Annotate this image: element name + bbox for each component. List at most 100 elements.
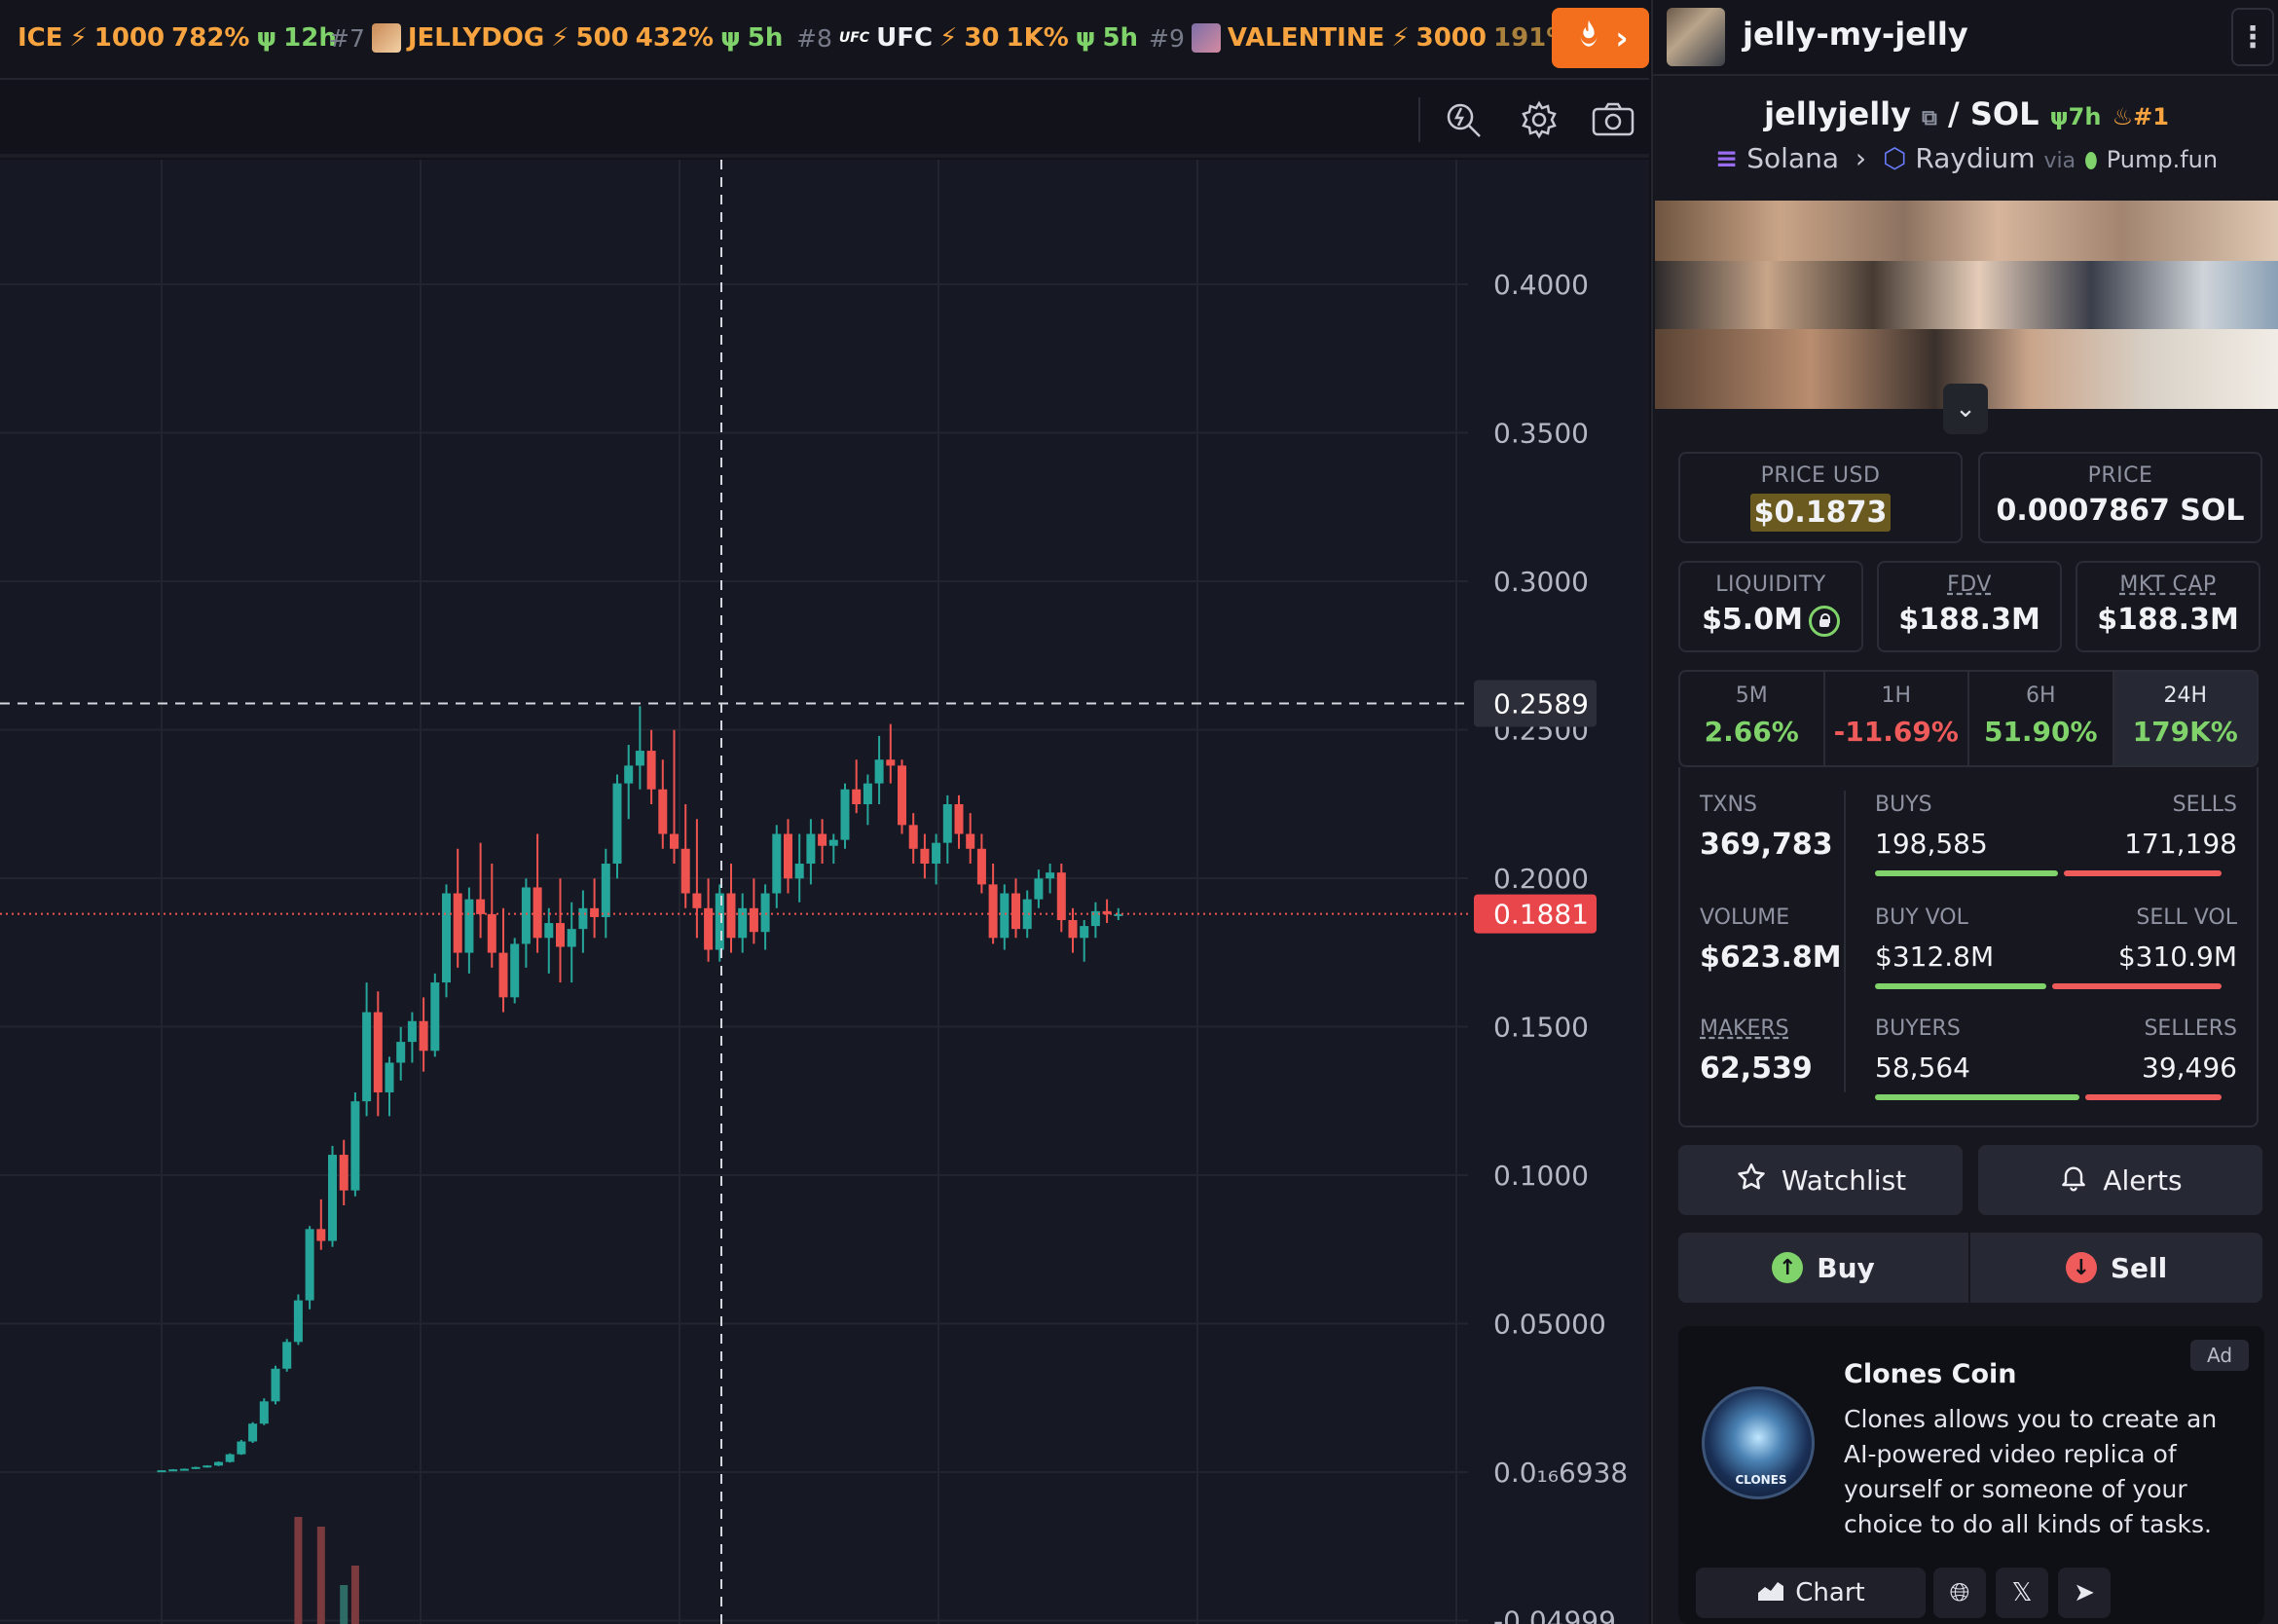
expand-banner-button[interactable]: ⌄ (1943, 384, 1988, 434)
token-avatar (1191, 23, 1221, 53)
market-cap-label[interactable]: MKT CAP (2119, 572, 2217, 597)
globe-icon: 🌐︎ (1949, 1577, 1970, 1607)
token-avatar (371, 23, 401, 53)
price-usd-card: PRICE USD $0.1873 (1678, 452, 1963, 543)
trade-stats: TXNS 369,783 BUYS SELLS 198,585 171,198 … (1678, 767, 2259, 1127)
y-axis-tick-label: 0.4000 (1493, 269, 1589, 301)
ad-title[interactable]: Clones Coin (1844, 1359, 2017, 1389)
timeframe-tabs: 5M 2.66% 1H -11.69% 6H 51.90% 24H 179K% (1678, 670, 2259, 767)
chart-icon (1756, 1577, 1785, 1609)
price-native-value: 0.0007867 SOL (1996, 494, 2245, 528)
candle-body (863, 783, 872, 804)
trending-ticker: ICE ⚡ 1000 782% ψ 12h #7 JELLYDOG ⚡ 500 432… (0, 0, 1649, 80)
tab-1h[interactable]: 1H -11.69% (1825, 672, 1969, 765)
last-price-box (1474, 894, 1597, 934)
candle-body (282, 1342, 292, 1369)
website-button[interactable]: 🌐︎ (1933, 1568, 1986, 1618)
ufc-logo-icon: UFC (838, 30, 870, 46)
ticker-age: 5h (1102, 23, 1139, 53)
volume-value: $623.8M (1700, 941, 1842, 975)
candle-body (760, 893, 770, 933)
candle-body (1034, 878, 1044, 900)
bell-icon (2058, 1161, 2089, 1200)
sponsored-ad[interactable]: Ad CLONES Clones Coin Clones allows you … (1678, 1326, 2264, 1624)
candle-body (738, 907, 748, 939)
token-site-name[interactable]: jelly-my-jelly (1743, 16, 1968, 53)
camera-icon[interactable] (1591, 99, 1635, 140)
ticker-item[interactable]: ICE ⚡ 1000 782% ψ 12h (18, 0, 337, 76)
candle-body (1022, 899, 1032, 930)
candle-body (806, 833, 816, 865)
ad-chart-button[interactable]: Chart (1696, 1568, 1926, 1618)
volume-bar (294, 1517, 303, 1624)
gear-icon[interactable] (1519, 99, 1560, 140)
candlestick-chart[interactable]: 0.40000.35000.30000.25000.20000.15000.10… (0, 160, 1649, 1624)
y-axis-tick-label: 0.1500 (1493, 1012, 1589, 1044)
candle-body (487, 913, 496, 953)
candle-body (385, 1062, 394, 1092)
market-cap-card: MKT CAP $188.3M (2076, 561, 2260, 652)
sellers-ratio-bar (2085, 1094, 2222, 1100)
buy-vol-ratio-bar (1875, 983, 2046, 989)
candle-body (635, 751, 644, 766)
candle-body (328, 1155, 337, 1241)
tab-5m[interactable]: 5M 2.66% (1680, 672, 1825, 765)
buy-vol-label: BUY VOL (1875, 905, 1968, 930)
price-usd-label: PRICE USD (1760, 463, 1881, 488)
buy-button[interactable]: ↑ Buy (1678, 1233, 1968, 1303)
watchlist-button[interactable]: Watchlist (1678, 1145, 1963, 1215)
candle-body (362, 1012, 372, 1102)
candle-body (749, 907, 758, 933)
indicator-icon[interactable] (1443, 99, 1484, 140)
ticker-item[interactable]: #9 VALENTINE ⚡ 3000 191% (1149, 0, 1571, 76)
x-twitter-button[interactable]: 𝕏 (1996, 1568, 2048, 1618)
candle-body (498, 952, 508, 998)
candle-body (1046, 872, 1055, 879)
fdv-label[interactable]: FDV (1947, 572, 1992, 597)
fire-icon: ♨ (2112, 103, 2134, 130)
ticker-boost: 30 (964, 23, 1000, 53)
candle-body (1056, 872, 1066, 921)
price-chart[interactable]: 0.4000 0.3500 0.3000 0.2500 0.2000 0.1500 0.10… (0, 160, 1649, 1624)
pair-title: jellyjelly ⧉ / SOL ψ7h ♨#1 (1653, 95, 2278, 132)
pair-age: 7h (2068, 103, 2102, 130)
tab-24h[interactable]: 24H 179K% (2113, 672, 2257, 765)
telegram-button[interactable]: ➤ (2058, 1568, 2111, 1618)
stats-divider (1844, 791, 1846, 1092)
makers-label[interactable]: MAKERS (1700, 1016, 1789, 1041)
trending-button[interactable]: › (1552, 8, 1649, 68)
candle-body (818, 833, 827, 846)
timeframe-label: 24H (2163, 683, 2208, 708)
dex-name[interactable]: Raydium (1915, 142, 2036, 174)
chain-name[interactable]: Solana (1746, 142, 1840, 174)
sellers-value: 39,496 (2142, 1052, 2237, 1084)
timeframe-change: 51.90% (1983, 716, 2098, 748)
ticker-boost: 1000 (93, 23, 165, 53)
ticker-item[interactable]: #7 JELLYDOG ⚡ 500 432% ψ 5h (329, 0, 783, 76)
candle-body (316, 1229, 326, 1241)
candle-body (157, 1470, 166, 1473)
base-token[interactable]: jellyjelly (1764, 95, 1911, 132)
more-menu-button[interactable]: ⋮ (2231, 8, 2274, 66)
ticker-rank: #7 (329, 23, 365, 53)
candle-body (168, 1469, 178, 1472)
alerts-button[interactable]: Alerts (1978, 1145, 2262, 1215)
lock-icon[interactable] (1808, 605, 1840, 637)
sellers-label: SELLERS (2144, 1016, 2237, 1041)
copy-icon[interactable]: ⧉ (1922, 106, 1937, 130)
tab-6h[interactable]: 6H 51.90% (1969, 672, 2114, 765)
candle-body (852, 789, 862, 804)
bolt-icon: ⚡ (939, 23, 958, 53)
sells-label: SELLS (2172, 793, 2237, 817)
price-usd-value: $0.1873 (1749, 494, 1892, 532)
ticker-item[interactable]: #8 UFC UFC ⚡ 30 1K% ψ 5h (796, 0, 1138, 76)
ticker-boost: 3000 (1415, 23, 1487, 53)
sprout-icon: ψ (1075, 23, 1096, 53)
launchpad-name[interactable]: Pump.fun (2106, 146, 2219, 173)
candle-body (350, 1101, 360, 1191)
y-axis-tick-label: -0.04999 (1493, 1606, 1616, 1624)
y-axis-tick-label: 0.1000 (1493, 1160, 1589, 1192)
ticker-boost: 500 (575, 23, 629, 53)
candle-body (419, 1020, 428, 1052)
sell-button[interactable]: ↓ Sell (1970, 1233, 2262, 1303)
